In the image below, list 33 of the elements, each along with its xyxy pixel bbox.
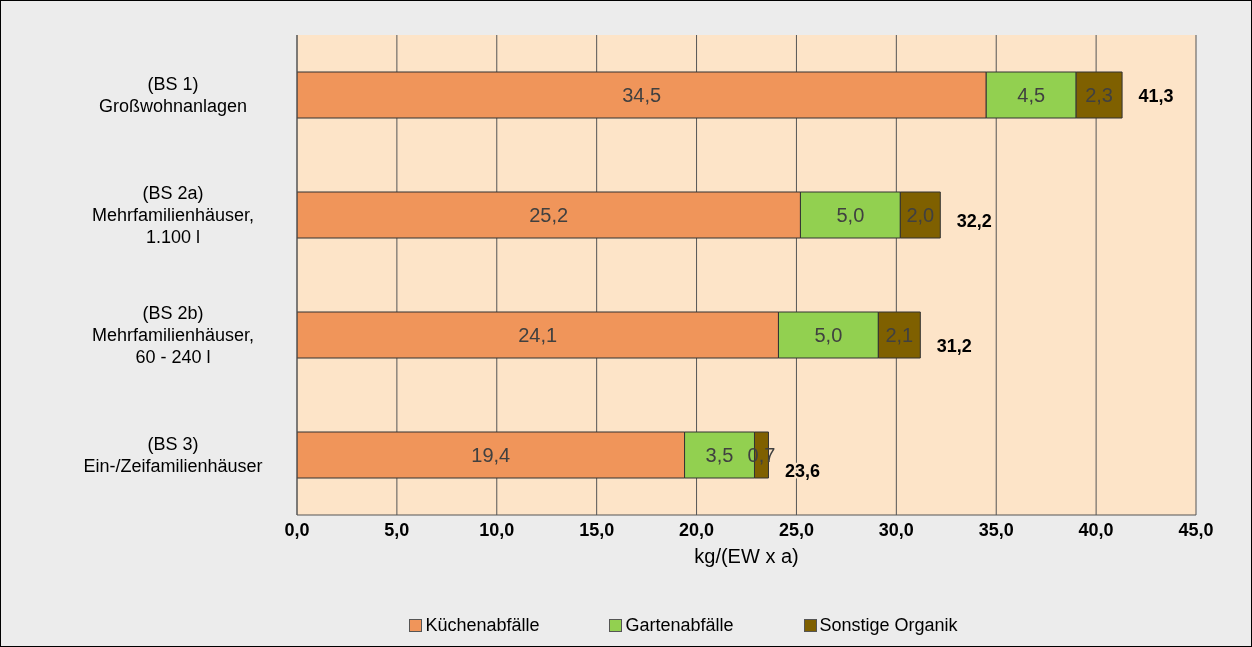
data-label: 5,0 bbox=[814, 324, 843, 346]
data-label: 0,7 bbox=[747, 444, 776, 466]
data-label: 25,2 bbox=[529, 204, 569, 226]
x-tick-label: 20,0 bbox=[679, 519, 715, 540]
y-tick-label: (BS 2b) Mehrfamilienhäuser, 60 - 240 l bbox=[91, 303, 255, 367]
x-axis-title: kg/(EW x a) bbox=[694, 545, 799, 567]
y-tick-label: (BS 1) Großwohnanlagen bbox=[98, 74, 248, 116]
x-tick-label: 0,0 bbox=[284, 519, 310, 540]
y-tick-label: (BS 3) Ein-/Zeifamilienhäuser bbox=[83, 434, 263, 476]
data-label: 2,1 bbox=[885, 324, 914, 346]
total-label: 41,3 bbox=[1138, 86, 1174, 106]
x-tick-label: 30,0 bbox=[878, 519, 914, 540]
legend-label: Sonstige Organik bbox=[818, 615, 958, 636]
legend-label: Gartenabfälle bbox=[624, 615, 734, 636]
x-tick-label: 15,0 bbox=[579, 519, 615, 540]
x-tick-label: 45,0 bbox=[1178, 519, 1214, 540]
legend-label: Küchenabfälle bbox=[424, 615, 540, 636]
data-label: 34,5 bbox=[622, 84, 662, 106]
data-label: 5,0 bbox=[836, 204, 865, 226]
data-label: 4,5 bbox=[1017, 84, 1046, 106]
x-tick-label: 25,0 bbox=[778, 519, 814, 540]
data-label: 2,0 bbox=[906, 204, 935, 226]
data-label: 19,4 bbox=[471, 444, 511, 466]
y-tick-label: (BS 2a) Mehrfamilienhäuser, 1.100 l bbox=[91, 183, 255, 247]
data-label: 2,3 bbox=[1085, 84, 1114, 106]
total-label: 31,2 bbox=[936, 336, 972, 356]
x-tick-label: 40,0 bbox=[1078, 519, 1114, 540]
data-label: 3,5 bbox=[705, 444, 734, 466]
total-label: 32,2 bbox=[956, 211, 992, 231]
x-tick-label: 35,0 bbox=[978, 519, 1014, 540]
data-label: 24,1 bbox=[518, 324, 558, 346]
x-tick-label: 5,0 bbox=[384, 519, 410, 540]
x-tick-label: 10,0 bbox=[479, 519, 515, 540]
